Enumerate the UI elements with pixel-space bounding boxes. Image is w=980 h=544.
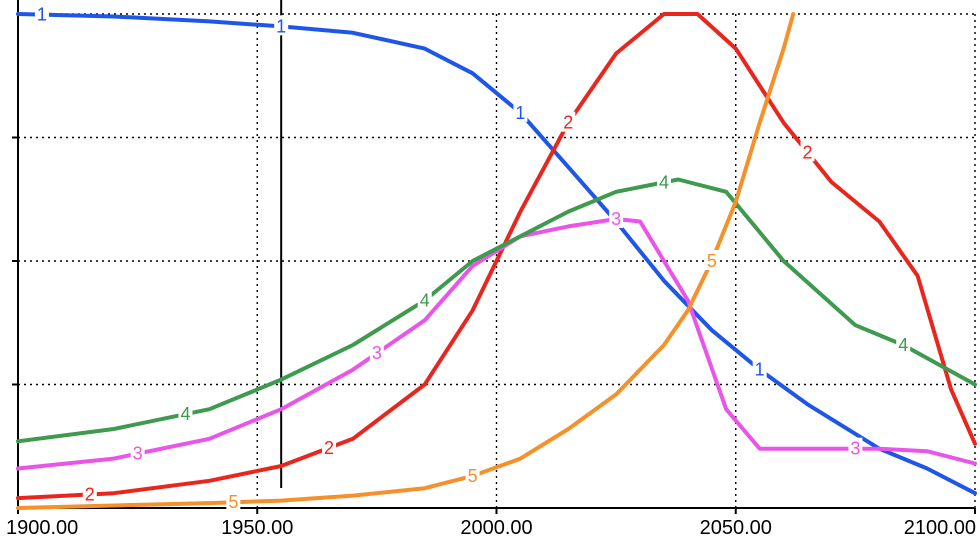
series-4-marker: 4 xyxy=(898,335,908,355)
series-2-marker-bg xyxy=(561,111,576,132)
series-4-marker-bg xyxy=(178,403,193,424)
series-5-marker-bg xyxy=(465,464,480,485)
series-3-marker: 3 xyxy=(372,343,382,363)
series-3-marker-bg xyxy=(609,208,624,229)
x-tick-label: 1900.00 xyxy=(6,517,78,539)
series-4-line xyxy=(16,177,977,444)
series-1-marker-bg xyxy=(752,358,767,379)
series-4-marker-bg xyxy=(417,289,432,310)
series-3-line xyxy=(16,217,977,471)
series-5-marker: 5 xyxy=(228,492,238,512)
series-1-line xyxy=(16,12,977,496)
series-3-marker: 3 xyxy=(850,439,860,459)
series-4-marker: 4 xyxy=(420,291,430,311)
series-3-marker: 3 xyxy=(133,444,143,464)
series-4-marker: 4 xyxy=(180,404,190,424)
x-tick-label: 2100.00 xyxy=(904,517,976,539)
series-1-marker: 1 xyxy=(37,5,47,25)
series-5-marker-bg xyxy=(704,250,719,270)
series-2-marker-bg xyxy=(82,483,97,504)
series-2-marker: 2 xyxy=(85,484,95,504)
series-4-marker: 4 xyxy=(659,172,669,192)
x-tick-label: 2000.00 xyxy=(460,517,532,539)
series-5-marker: 5 xyxy=(707,251,717,271)
series-2-marker: 2 xyxy=(803,142,813,162)
x-tick-label: 2050.00 xyxy=(700,517,772,539)
series-1-marker: 1 xyxy=(755,360,765,380)
series-markers: 1 1 1 1 2 2 2 2 3 3 3 3 4 4 4 4 5 5 5 xyxy=(34,3,911,512)
x-axis-tick-labels: 1900.00 1950.00 2000.00 2050.00 2100.00 xyxy=(6,517,976,539)
series-2-marker-bg xyxy=(800,141,815,162)
series-3-marker-bg xyxy=(848,437,863,458)
series-group xyxy=(16,12,977,510)
series-2-line xyxy=(16,12,977,501)
series-1-marker: 1 xyxy=(515,103,525,123)
series-1-marker-bg xyxy=(34,3,49,24)
series-2-marker: 2 xyxy=(324,438,334,458)
series-2-marker: 2 xyxy=(563,113,573,133)
series-4-marker-bg xyxy=(896,333,911,354)
series-4-marker-bg xyxy=(656,171,671,192)
series-1-marker-bg xyxy=(513,101,528,122)
series-5-line xyxy=(16,12,796,510)
series-3-marker: 3 xyxy=(611,209,621,229)
series-1-marker: 1 xyxy=(276,16,286,36)
series-5-marker: 5 xyxy=(468,466,478,486)
series-3-marker-bg xyxy=(130,442,145,463)
series-5-marker-bg xyxy=(226,491,241,512)
series-3-marker-bg xyxy=(369,342,384,363)
series-2-marker-bg xyxy=(322,436,337,457)
axes xyxy=(12,0,976,514)
x-tick-label: 1950.00 xyxy=(221,517,293,539)
series-1-marker-bg xyxy=(274,15,289,36)
